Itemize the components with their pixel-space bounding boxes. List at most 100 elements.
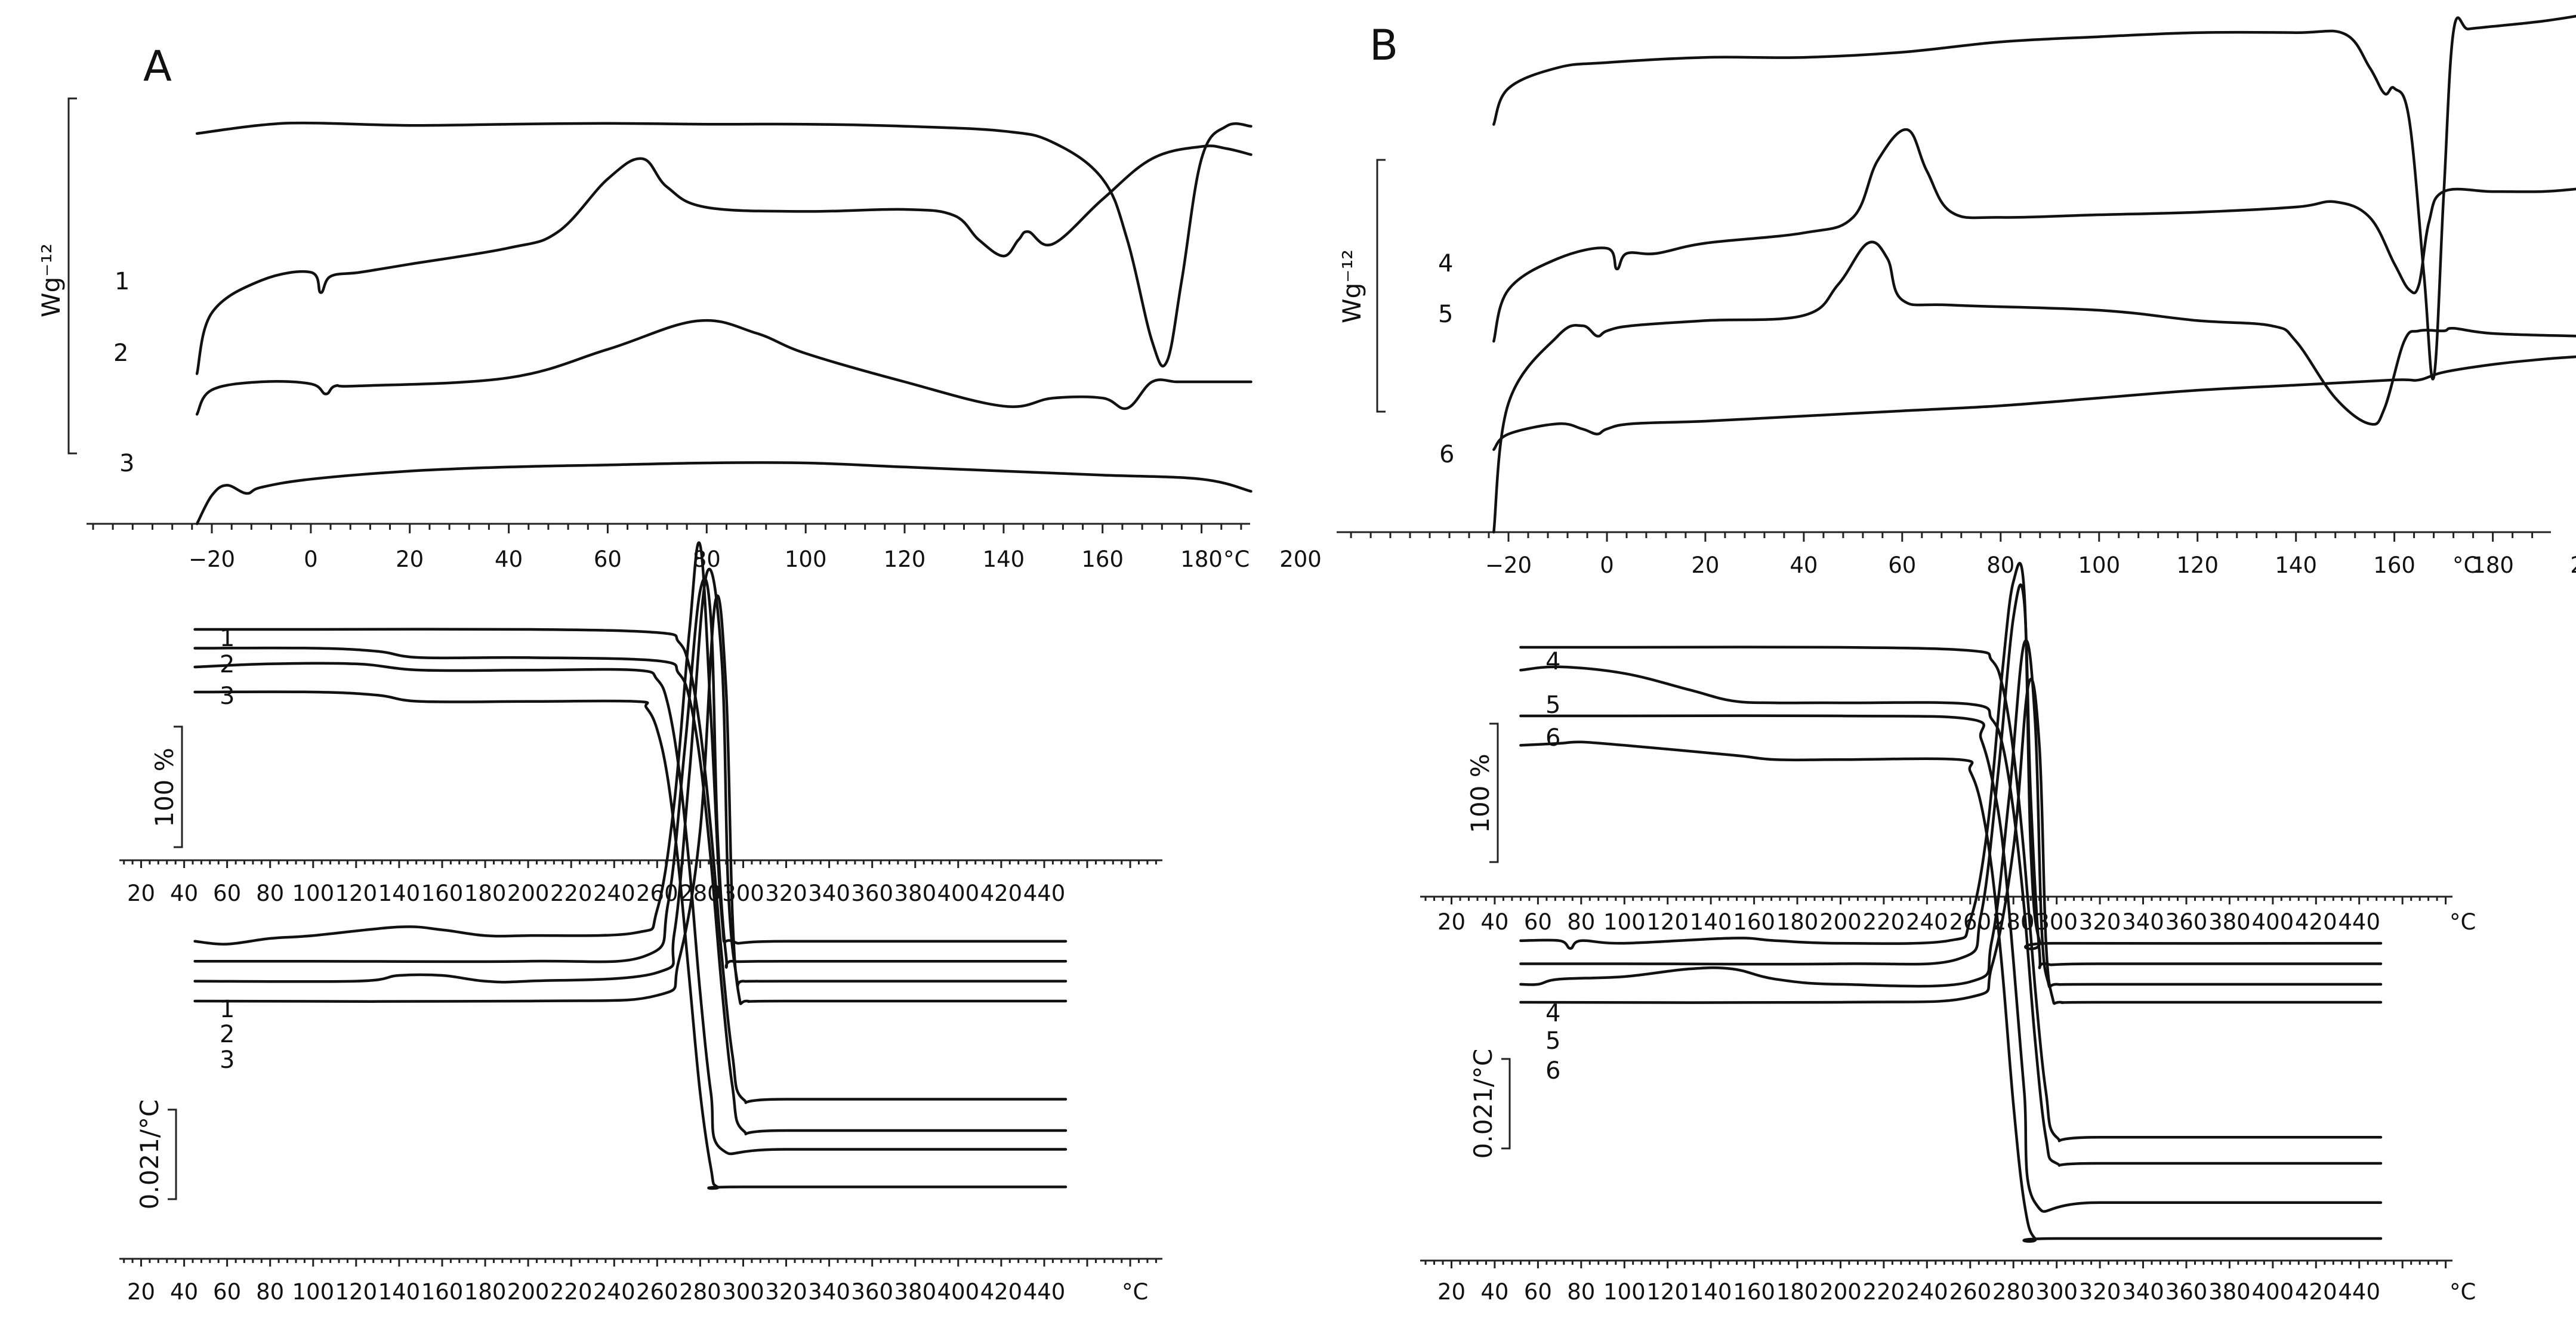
series-curve-6 [1519,740,2383,1243]
y-scale-bracket [174,725,183,848]
x-tick-label: −20 [189,546,235,572]
panel-label-a: A [143,42,172,91]
x-tick-label: 120 [335,1279,377,1305]
x-tick-label: 220 [550,881,593,906]
x-tick-label: 180 [1180,546,1223,572]
x-tick-label: 20 [396,546,424,572]
series-curve-1 [1519,646,2383,1142]
x-tick-label: 340 [2122,1279,2164,1305]
y-axis-label: 0.021/°C [135,1100,164,1210]
x-tick-label: 40 [170,881,198,906]
x-tick-label: 180 [464,1279,507,1305]
x-tick-label: 340 [808,881,850,906]
series-curve-2 [193,646,1068,1136]
x-tick-label: 180 [2472,552,2514,578]
x-tick-label: 440 [2338,1279,2380,1305]
x-tick-label: 200 [507,1279,550,1305]
series-label-5: 5 [1545,1027,1560,1055]
chart-B-dsc: −20 0 20 40 60 80 100 120 140 160 180 200 °C Wg⁻¹² 4 5 6 [1337,14,2576,578]
x-axis-unit: °C [2449,909,2476,935]
series-curve-top [1492,14,2576,381]
x-axis-unit: °C [2449,1279,2476,1305]
x-tick-label: 140 [1690,1279,1732,1305]
x-tick-label: 400 [937,1279,979,1305]
x-tick-label: 420 [980,881,1023,906]
series-label-2: 1 [220,625,235,652]
x-tick-label: 100 [292,1279,334,1305]
x-tick-label: 140 [378,1279,421,1305]
x-tick-label: 120 [1646,1279,1689,1305]
series-label-3: 3 [119,450,134,477]
x-tick-label: 140 [2275,552,2317,578]
x-tick-label: 420 [2295,1279,2337,1305]
series-label-3: 2 [220,651,235,678]
series-curve-2 [193,567,1068,988]
y-scale-bracket [67,97,77,455]
y-axis-label: Wg⁻¹² [1337,249,1366,323]
series-curve-1 [193,628,1068,1104]
series-label-4: 4 [1438,250,1453,277]
x-tick-label: 420 [980,1279,1023,1305]
x-tick-label: 380 [894,881,936,906]
x-tick-label: 160 [421,881,464,906]
x-tick-label: 360 [2165,1279,2208,1305]
x-tick-label: 180 [1776,1279,1819,1305]
series-curve-3 [193,577,1068,969]
series-curve-1 [195,144,1252,375]
x-tick-label: 0 [1600,552,1614,578]
x-tick-label: 60 [1524,1279,1552,1305]
x-tick-label: 400 [937,881,979,906]
series-curve-4 [1519,639,2383,989]
chart-A-tga: 20 40 60 80 100 120 140 160 180 200 220 240 260 280 30… [119,625,1162,1190]
x-tick-label: 260 [636,1279,678,1305]
y-scale-bracket [1501,1058,1511,1150]
x-tick-label: 360 [851,881,893,906]
x-tick-label: 180 [1776,909,1819,935]
series-label-5: 5 [1438,301,1453,328]
x-tick-label: 200 [1819,909,1862,935]
x-tick-label: 160 [2373,552,2415,578]
x-tick-label: 200 [507,881,550,906]
series-curve-5 [1519,583,2383,969]
x-tick-label: 380 [2208,909,2251,935]
y-scale-bracket [168,1108,177,1200]
series-label-6: 6 [1439,441,1454,468]
x-tick-label: 320 [2079,1279,2121,1305]
x-tick-label: 40 [1480,1279,1508,1305]
series-curve-2 [195,319,1252,416]
x-tick-label: 200 [1279,546,1322,572]
x-tick-label: 80 [256,881,284,906]
x-tick-label: 100 [1603,909,1646,935]
x-tick-label: 40 [170,1279,198,1305]
y-axis-label: 100 % [1466,753,1495,833]
x-tick-label: 120 [335,881,377,906]
chart-A-dtg: 20 40 60 80 100 120 140 160 180 200 220 240 260 280 30… [119,541,1162,1305]
x-tick-label: 320 [765,1279,807,1305]
series-curve-6 [1519,561,2383,950]
x-tick-label: 40 [1790,552,1818,578]
x-tick-label: 240 [1906,909,1948,935]
x-tick-label: 120 [884,546,926,572]
x-tick-label: 60 [213,881,241,906]
series-curve-4 [1492,128,2576,343]
x-tick-label: 300 [722,1279,764,1305]
series-curve-top [195,121,1252,367]
x-tick-label: 440 [2338,909,2380,935]
x-tick-label: 200 [2570,552,2576,578]
plots: −20 0 20 40 60 80 100 120 140 160 180 200°CWg⁻¹² 123… [36,14,2576,1305]
x-tick-label: 180 [464,881,507,906]
x-tick-label: 320 [2079,909,2121,935]
series-label-4: 4 [1545,1000,1560,1027]
series-curve-5 [1492,240,2576,534]
x-tick-label: 380 [894,1279,936,1305]
x-tick-label: 160 [1733,909,1775,935]
x-tick-label: 80 [1567,1279,1595,1305]
x-tick-label: 20 [1437,909,1466,935]
x-tick-label: 120 [1646,909,1689,935]
x-tick-label: 100 [1603,1279,1646,1305]
x-tick-label: 220 [1863,909,1905,935]
x-tick-label: 100 [292,881,334,906]
panel-label-b: B [1369,21,1398,70]
x-tick-label: 360 [2165,909,2208,935]
